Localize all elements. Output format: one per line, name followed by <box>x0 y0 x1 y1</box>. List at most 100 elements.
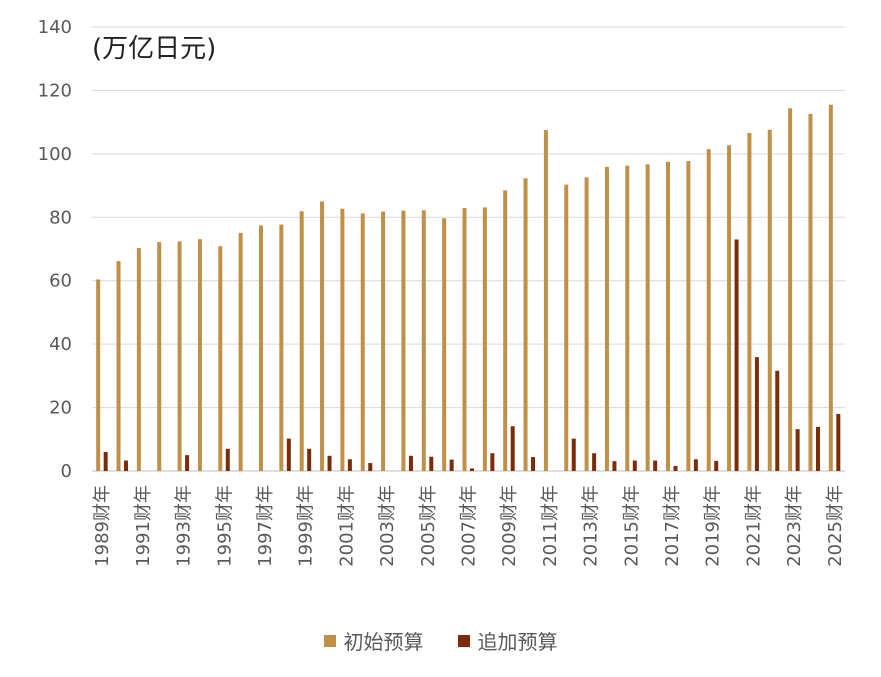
bar-initial-budget <box>767 129 772 472</box>
bar-initial-budget <box>401 210 406 471</box>
bar-initial-budget <box>421 210 426 471</box>
x-tick-label: 2015财年 <box>621 485 642 567</box>
y-tick-label: 20 <box>49 398 72 419</box>
x-tick-label: 2007财年 <box>459 485 480 567</box>
legend-label-initial: 初始预算 <box>343 630 424 654</box>
x-tick-label: 2011财年 <box>540 485 561 567</box>
bar-initial-budget <box>828 104 833 471</box>
bar-initial-budget <box>197 239 202 471</box>
gridlines <box>92 26 845 472</box>
bar-initial-budget <box>564 184 569 471</box>
bar-supplementary-budget <box>693 459 698 471</box>
bar-supplementary-budget <box>429 456 434 471</box>
bar-initial-budget <box>238 232 243 471</box>
legend: 初始预算 追加预算 <box>0 626 881 655</box>
x-tick-label: 1989财年 <box>92 485 113 567</box>
x-tick-label: 2017财年 <box>662 485 683 567</box>
bar-initial-budget <box>482 207 487 471</box>
bar-initial-budget <box>727 145 732 471</box>
legend-swatch-supplementary <box>457 634 470 647</box>
bar-initial-budget <box>808 113 813 471</box>
bar-supplementary-budget <box>449 459 454 471</box>
bar-supplementary-budget <box>673 465 678 471</box>
bar-initial-budget <box>686 161 691 471</box>
bar-initial-budget <box>788 108 793 471</box>
y-tick-label: 100 <box>38 144 72 165</box>
bar-supplementary-budget <box>531 457 536 471</box>
bar-supplementary-budget <box>185 455 190 471</box>
bar-initial-budget <box>96 279 101 471</box>
x-tick-label: 1999财年 <box>296 485 317 567</box>
bar-supplementary-budget <box>103 451 108 471</box>
bar-initial-budget <box>157 242 162 471</box>
bar-supplementary-budget <box>795 429 800 471</box>
bar-supplementary-budget <box>347 459 352 471</box>
x-axis-ticks: 1989财年 1991财年 1993财年 1995财年 1997财年 1999财年 2001… <box>92 485 846 567</box>
y-tick-label: 0 <box>61 461 72 482</box>
bar-initial-budget <box>218 246 223 471</box>
bar-supplementary-budget <box>612 461 617 471</box>
bar-supplementary-budget <box>510 426 515 471</box>
bar-initial-budget <box>116 261 121 471</box>
bar-supplementary-budget <box>734 239 739 471</box>
bar-supplementary-budget <box>408 455 413 471</box>
bar-supplementary-budget <box>714 460 719 471</box>
y-axis-ticks: 0 20 40 60 80 100 120 140 <box>38 17 72 482</box>
x-tick-label: 2003财年 <box>377 485 398 567</box>
bar-initial-budget <box>625 165 630 471</box>
bar-supplementary-budget <box>754 357 759 471</box>
bar-initial-budget <box>381 211 386 471</box>
bar-initial-budget <box>584 177 589 471</box>
x-tick-label: 1993财年 <box>174 485 195 567</box>
bar-initial-budget <box>503 190 508 472</box>
bar-initial-budget <box>543 130 548 472</box>
x-tick-label: 2009财年 <box>499 485 520 567</box>
bar-initial-budget <box>177 241 182 471</box>
bar-initial-budget <box>706 149 711 471</box>
x-tick-label: 1997财年 <box>255 485 276 567</box>
bars <box>96 104 841 472</box>
y-tick-label: 80 <box>49 207 72 228</box>
bar-supplementary-budget <box>225 448 230 471</box>
bar-supplementary-budget <box>815 426 820 471</box>
y-tick-label: 40 <box>49 334 72 355</box>
legend-label-supplementary: 追加预算 <box>477 630 558 654</box>
legend-item-initial: 初始预算 <box>323 626 424 655</box>
legend-item-supplementary: 追加预算 <box>457 626 558 655</box>
bar-supplementary-budget <box>775 370 780 471</box>
bar-initial-budget <box>279 224 284 471</box>
bar-initial-budget <box>442 218 447 471</box>
bar-supplementary-budget <box>571 438 576 471</box>
x-tick-label: 2005财年 <box>418 485 439 567</box>
bar-initial-budget <box>258 225 263 471</box>
bar-supplementary-budget <box>124 460 129 471</box>
bar-supplementary-budget <box>307 448 312 471</box>
bar-supplementary-budget <box>470 468 474 471</box>
bar-initial-budget <box>136 248 141 471</box>
bar-supplementary-budget <box>632 460 637 471</box>
y-tick-label: 140 <box>38 17 72 38</box>
bar-supplementary-budget <box>836 413 841 471</box>
x-tick-label: 2013财年 <box>581 485 602 567</box>
y-tick-label: 60 <box>49 271 72 292</box>
bar-supplementary-budget <box>490 453 495 471</box>
unit-label: (万亿日元) <box>92 34 217 64</box>
legend-swatch-initial <box>323 634 336 647</box>
bar-supplementary-budget <box>368 463 373 471</box>
x-tick-label: 2001财年 <box>336 485 357 567</box>
bar-supplementary-budget <box>592 453 597 471</box>
x-tick-label: 1995财年 <box>214 485 235 567</box>
x-tick-label: 2019财年 <box>703 485 724 567</box>
x-tick-label: 1991财年 <box>133 485 154 567</box>
bar-initial-budget <box>360 213 365 472</box>
y-tick-label: 120 <box>38 80 72 101</box>
bar-supplementary-budget <box>653 460 658 471</box>
bar-initial-budget <box>462 208 467 472</box>
x-tick-label: 2023财年 <box>784 485 805 567</box>
bar-initial-budget <box>320 201 325 471</box>
x-tick-label: 2021财年 <box>743 485 764 567</box>
bar-initial-budget <box>666 161 671 472</box>
bar-initial-budget <box>604 166 609 472</box>
bar-initial-budget <box>340 208 345 472</box>
